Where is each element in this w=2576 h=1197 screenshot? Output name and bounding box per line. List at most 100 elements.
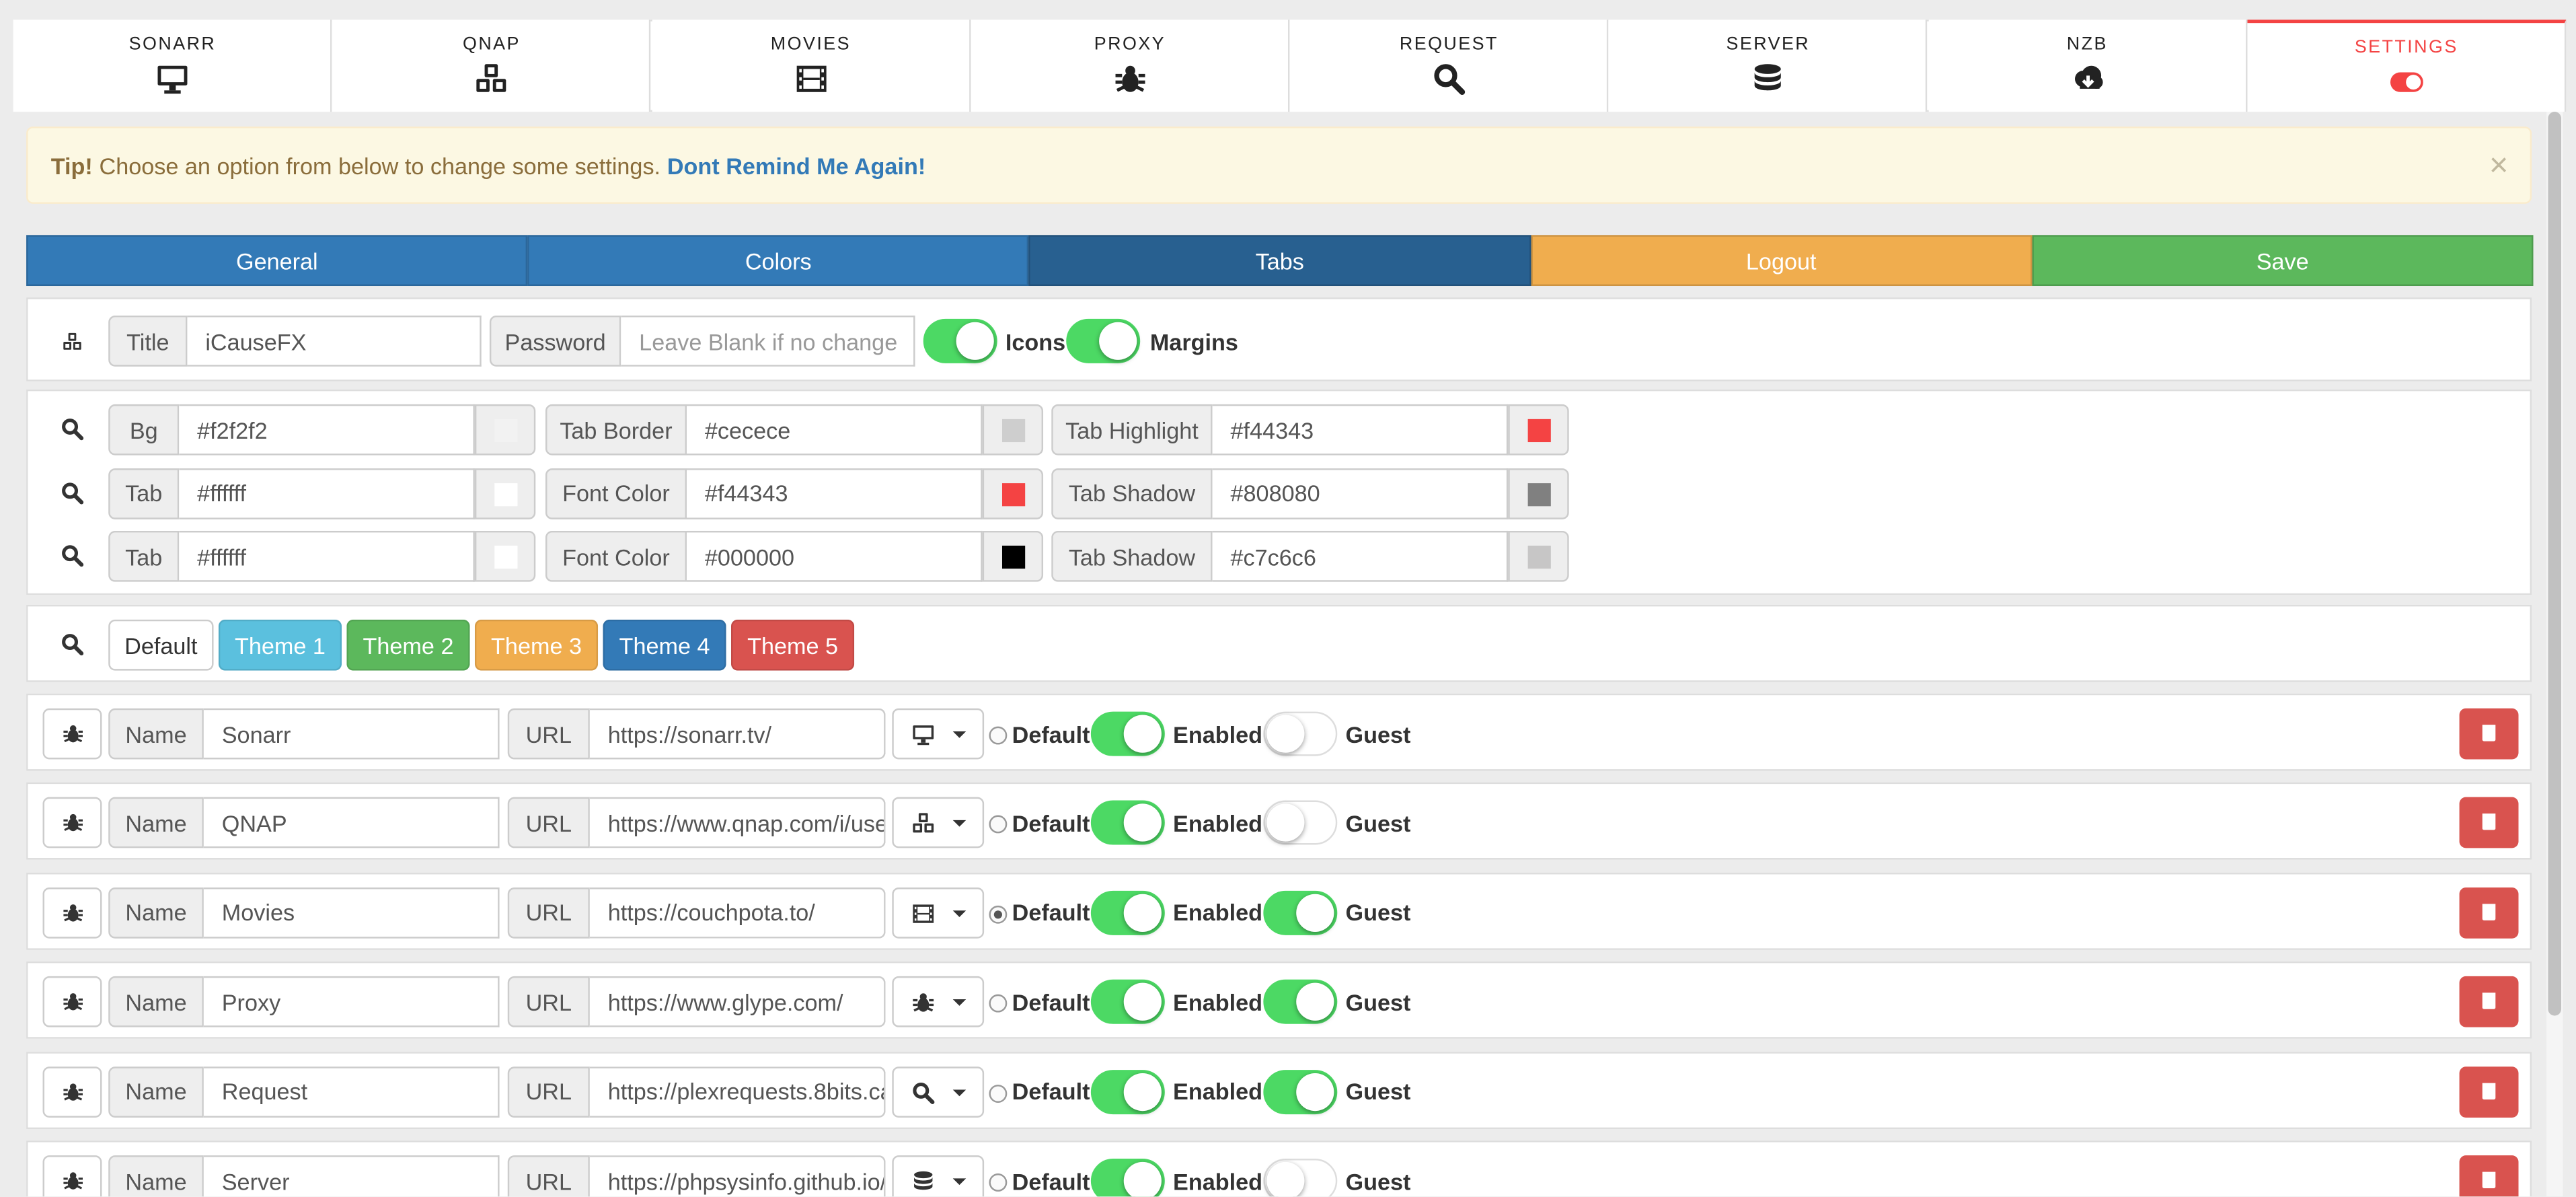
nav-tab[interactable]: SONARR [13,20,332,112]
move-handle[interactable] [42,708,102,760]
color-swatch[interactable] [982,530,1044,582]
guest-toggle[interactable] [1263,711,1338,756]
enabled-toggle[interactable] [1090,1069,1165,1114]
color-swatch[interactable] [1508,467,1569,519]
text-input[interactable]: Proxy [203,976,500,1028]
settings-button[interactable]: Logout [1530,235,2032,287]
default-radio[interactable] [989,994,1008,1013]
icon-dropdown[interactable] [892,708,985,760]
text-input[interactable]: #f2f2f2 [179,404,475,456]
theme-button[interactable]: Theme 5 [730,619,855,671]
text-input[interactable]: https://sonarr.tv/ [589,708,886,760]
guest-toggle[interactable] [1263,890,1338,935]
tip-link[interactable]: Dont Remind Me Again! [667,151,926,179]
text-input[interactable]: https://couchpota.to/ [589,887,886,939]
nav-tab[interactable]: MOVIES [651,20,971,112]
enabled-toggle[interactable] [1090,980,1165,1025]
text-input[interactable]: Leave Blank if no change [621,315,915,367]
color-swatch[interactable] [982,404,1044,456]
guest-label: Guest [1345,809,1411,837]
guest-toggle[interactable] [1263,1159,1338,1197]
text-input[interactable]: QNAP [203,797,500,849]
theme-button[interactable]: Theme 3 [474,619,599,671]
guest-toggle[interactable] [1263,1069,1338,1114]
enabled-toggle[interactable] [1090,890,1165,935]
icon-dropdown[interactable] [892,887,985,939]
nav-tab-label: PROXY [1094,34,1166,55]
enabled-toggle[interactable] [1090,801,1165,846]
theme-button[interactable]: Theme 1 [218,619,342,671]
theme-button[interactable]: Default [108,619,214,671]
theme-button[interactable]: Theme 2 [346,619,470,671]
color-preview [1001,482,1026,506]
default-radio[interactable] [989,726,1008,745]
nav-tab[interactable]: QNAP [332,20,651,112]
default-radio[interactable] [989,1173,1008,1192]
brush-icon [61,480,84,504]
text-input[interactable]: https://www.qnap.com/i/use [589,797,886,849]
color-swatch[interactable] [474,404,536,456]
text-input[interactable]: Movies [203,887,500,939]
icon-dropdown[interactable] [892,797,985,849]
move-handle[interactable] [42,797,102,849]
text-input[interactable]: Request [203,1066,500,1117]
nav-tab[interactable]: SETTINGS [2246,20,2566,112]
move-handle[interactable] [42,1155,102,1197]
settings-button[interactable]: General [26,235,528,287]
icon-svg [63,1172,83,1190]
text-input[interactable]: https://plexrequests.8bits.ca [589,1066,886,1117]
default-radio[interactable] [989,905,1008,924]
enabled-label: Enabled [1173,988,1263,1015]
delete-button[interactable] [2459,976,2519,1028]
guest-toggle[interactable] [1263,980,1338,1025]
color-swatch[interactable] [1508,404,1569,456]
text-input[interactable]: #f44343 [1212,404,1509,456]
text-input[interactable]: #000000 [687,530,983,582]
move-handle[interactable] [42,1066,102,1117]
text-input[interactable]: https://www.glype.com/ [589,976,886,1028]
delete-button[interactable] [2459,797,2519,849]
nav-tab[interactable]: NZB [1928,20,2247,112]
default-radio[interactable] [989,1084,1008,1102]
margins-toggle[interactable] [1066,318,1141,363]
nav-tab-icon [794,63,827,96]
enabled-toggle[interactable] [1090,1159,1165,1197]
icon-dropdown[interactable] [892,1155,985,1197]
delete-button[interactable] [2459,887,2519,939]
color-swatch[interactable] [474,530,536,582]
delete-button[interactable] [2459,708,2519,760]
move-handle[interactable] [42,976,102,1028]
color-swatch[interactable] [982,467,1044,519]
text-input[interactable]: #c7c6c6 [1212,530,1509,582]
nav-tab[interactable]: PROXY [970,20,1289,112]
text-input[interactable]: #808080 [1212,467,1509,519]
color-swatch[interactable] [474,467,536,519]
default-radio[interactable] [989,815,1008,834]
nav-tab[interactable]: SERVER [1608,20,1928,112]
icon-dropdown[interactable] [892,1066,985,1117]
icons-toggle[interactable] [923,318,997,363]
text-input[interactable]: #cecece [687,404,983,456]
settings-button[interactable]: Tabs [1029,235,1531,287]
icon-dropdown[interactable] [892,976,985,1028]
delete-button[interactable] [2459,1066,2519,1117]
text-input[interactable]: iCauseFX [187,315,482,367]
enabled-toggle[interactable] [1090,711,1165,756]
nav-tab[interactable]: REQUEST [1289,20,1609,112]
text-input[interactable]: Sonarr [203,708,500,760]
text-input[interactable]: #ffffff [179,467,475,519]
settings-button[interactable]: Colors [527,235,1029,287]
guest-toggle[interactable] [1263,801,1338,846]
text-input[interactable]: Server [203,1155,500,1197]
text-input[interactable]: #f44343 [687,467,983,519]
icon-svg [913,993,934,1013]
tip-text: Choose an option from below to change so… [99,151,661,179]
delete-button[interactable] [2459,1155,2519,1197]
tip-close[interactable]: × [2489,147,2509,184]
text-input[interactable]: https://phpsysinfo.github.io/ [589,1155,886,1197]
color-swatch[interactable] [1508,530,1569,582]
theme-button[interactable]: Theme 4 [603,619,726,671]
settings-button[interactable]: Save [2032,235,2534,287]
move-handle[interactable] [42,887,102,939]
text-input[interactable]: #ffffff [179,530,475,582]
